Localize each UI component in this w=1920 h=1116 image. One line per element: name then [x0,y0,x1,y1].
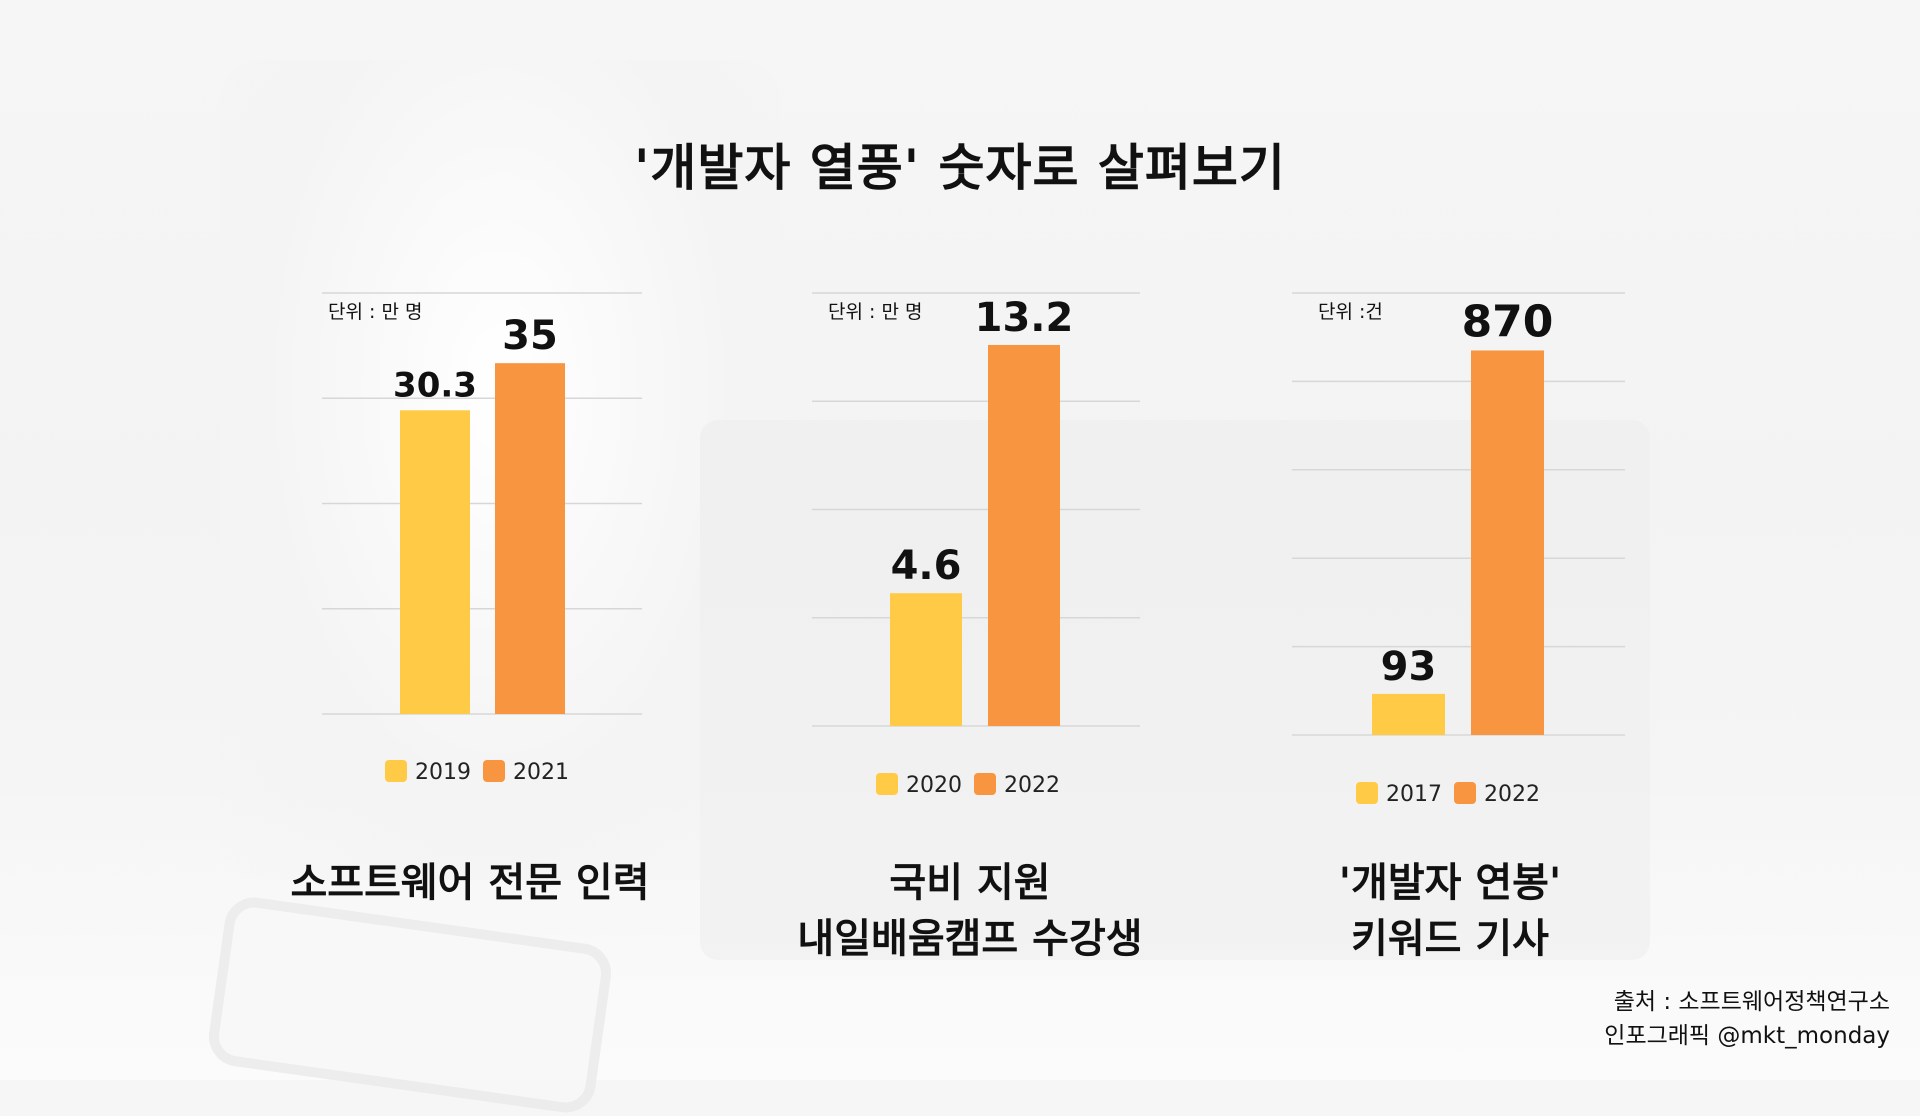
legend-label: 2017 [1386,782,1442,807]
bar-2017 [1372,693,1445,735]
source-line: 출처 : 소프트웨어정책연구소 [1613,989,1890,1015]
value-label: 93 [1381,644,1437,690]
unit-label: 단위 :건 [1318,301,1383,323]
legend-swatch-2022 [974,773,996,795]
chart-title-salary-articles: '개발자 연봉' 키워드 기사 [1338,860,1562,962]
legend-swatch-2019 [385,760,407,782]
source-credit: 출처 : 소프트웨어정책연구소 인포그래픽 @mkt_monday [1604,985,1890,1053]
legend-label: 2021 [513,760,569,785]
legend-swatch-2022 [1454,782,1476,804]
legend-label: 2020 [906,773,962,798]
legend-swatch-2020 [876,773,898,795]
legend-swatch-2021 [483,760,505,782]
bar-2020 [890,593,962,726]
infographic-credit: 인포그래픽 @mkt_monday [1604,1023,1890,1049]
bar-2019 [400,410,470,714]
bar-2021 [495,363,565,714]
value-label: 4.6 [891,543,962,589]
legend-label: 2022 [1004,773,1060,798]
unit-label: 단위 : 만 명 [828,301,922,323]
value-label: 13.2 [975,295,1074,341]
value-label: 870 [1462,296,1554,347]
legend-label: 2019 [415,760,471,785]
value-label: 30.3 [393,365,477,405]
legend-label: 2022 [1484,782,1540,807]
unit-label: 단위 : 만 명 [328,301,422,323]
bar-2022 [1471,350,1544,735]
page-title: '개발자 열풍' 숫자로 살펴보기 [634,139,1286,197]
legend-swatch-2017 [1356,782,1378,804]
chart-title-bootcamp-students: 국비 지원 내일배움캠프 수강생 [797,860,1143,962]
chart-title-software-workforce: 소프트웨어 전문 인력 [290,860,650,906]
value-label: 35 [502,313,558,359]
bar-charts: 단위 : 만 명 30.3 35 2019 2021 단위 : 만 명 4.6 13.2 202… [322,292,1625,807]
bar-2022 [988,344,1060,726]
